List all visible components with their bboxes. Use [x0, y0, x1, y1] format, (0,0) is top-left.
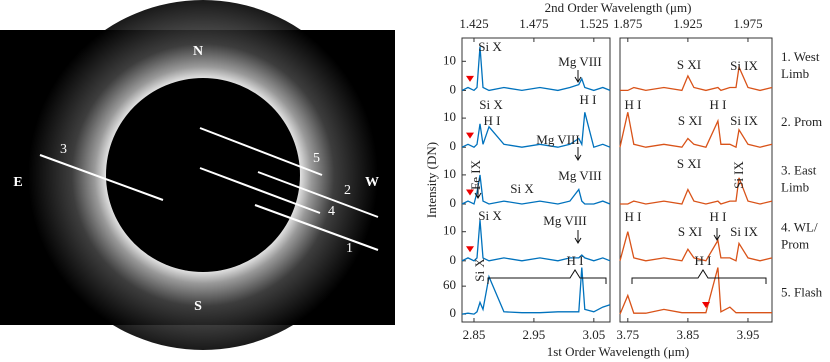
spectrum	[461, 46, 611, 92]
spectrum	[461, 220, 611, 262]
annotation: Si IX	[730, 224, 758, 239]
west: W	[365, 175, 379, 190]
annotation: Si X	[510, 181, 534, 196]
y-tick-label: 0	[450, 138, 457, 153]
annotation: Mg VIII	[543, 213, 586, 228]
x2-tick-label: 1.875	[613, 16, 642, 31]
south: S	[194, 299, 202, 314]
arrow-head	[474, 192, 482, 199]
x-tick-label: 2.95	[523, 327, 546, 342]
row-label: 5. Flash	[781, 285, 823, 300]
annotation: H I	[567, 253, 584, 268]
x2-tick-label: 1.475	[519, 16, 548, 31]
y-tick-label: 10	[443, 52, 456, 67]
annotation: H I	[710, 209, 727, 224]
y-tick-label: 0	[450, 195, 457, 210]
row-label: 2. Prom	[781, 114, 822, 129]
slit: 4	[328, 204, 335, 219]
row-label: Limb	[781, 66, 809, 81]
row-label: Prom	[781, 236, 809, 251]
spectrum	[461, 267, 611, 315]
plot-frame	[461, 37, 611, 323]
annotation: Fe IX	[468, 159, 483, 190]
x2-tick-label: 1.975	[733, 16, 762, 31]
arrow-head	[574, 237, 582, 244]
brace	[487, 269, 607, 284]
x2-tick-label: 1.525	[579, 16, 608, 31]
marker	[702, 302, 710, 308]
spectrum	[619, 267, 772, 315]
slit: 3	[60, 142, 67, 157]
row-label: 1. West	[781, 49, 820, 64]
annotation: S XI	[677, 57, 701, 72]
spectrum	[461, 174, 611, 205]
x-tick-label: 3.05	[582, 327, 605, 342]
y-tick-label: 60	[443, 277, 456, 292]
row-label: 4. WL/	[781, 219, 818, 234]
y-tick-label: 0	[450, 252, 457, 267]
annotation: S XI	[678, 113, 702, 128]
annotation: Mg VIII	[536, 132, 579, 147]
north: N	[193, 44, 203, 59]
arrow-head	[574, 154, 582, 161]
marker	[466, 75, 474, 82]
spectrum	[619, 231, 773, 262]
x-label: 1st Order Wavelength (μm)	[547, 344, 690, 359]
x2-tick-label: 1.425	[459, 16, 488, 31]
x-tick-label: 3.95	[737, 327, 760, 342]
annotation: Si X	[472, 258, 487, 282]
annotation: Si IX	[730, 58, 758, 73]
brace	[631, 269, 767, 284]
annotation: Mg VIII	[558, 54, 601, 69]
y-tick-label: 10	[443, 166, 456, 181]
y-label: Intensity (DN)	[424, 142, 439, 218]
annotation: Mg VIII	[558, 168, 601, 183]
slit: 5	[313, 151, 320, 166]
arrow-head	[574, 76, 582, 83]
annotation: H I	[580, 92, 597, 107]
row-label: Limb	[781, 179, 809, 194]
eclipse-image: N S E W 1 2 3 4 5	[0, 0, 395, 350]
y-tick-label: 10	[443, 223, 456, 238]
annotation: Si X	[479, 97, 503, 112]
spectrum	[620, 64, 773, 92]
annotation: S XI	[677, 156, 701, 171]
east: E	[13, 175, 22, 190]
annotation: Si X	[478, 39, 502, 54]
y-tick-label: 10	[443, 109, 456, 124]
y-tick-label: 0	[450, 305, 457, 320]
arrow-head	[713, 234, 721, 241]
spectrum	[619, 112, 773, 149]
slit: 1	[346, 241, 353, 256]
annotation: Si X	[478, 208, 502, 223]
slit: 2	[344, 183, 351, 198]
spectrum	[620, 177, 773, 205]
row-label: 3. East	[781, 162, 817, 177]
x-tick-label: 3.85	[677, 327, 700, 342]
spectrum	[461, 112, 611, 149]
x-tick-label: 2.85	[463, 327, 486, 342]
y-tick-label: 0	[450, 81, 457, 96]
marker	[466, 189, 474, 196]
annotation: H I	[625, 209, 642, 224]
annotation: Si IX	[731, 160, 746, 188]
x-tick-label: 3.75	[616, 327, 639, 342]
plot-frame	[619, 37, 773, 323]
annotation: H I	[625, 97, 642, 112]
marker	[466, 132, 474, 139]
x2-label: 2nd Order Wavelength (μm)	[545, 0, 692, 15]
annotation: H I	[710, 97, 727, 112]
annotation: Si IX	[730, 113, 758, 128]
marker	[466, 246, 474, 253]
annotation: H I	[484, 113, 501, 128]
x2-tick-label: 1.925	[673, 16, 702, 31]
annotation: S XI	[678, 224, 702, 239]
annotation: H I	[695, 253, 712, 268]
